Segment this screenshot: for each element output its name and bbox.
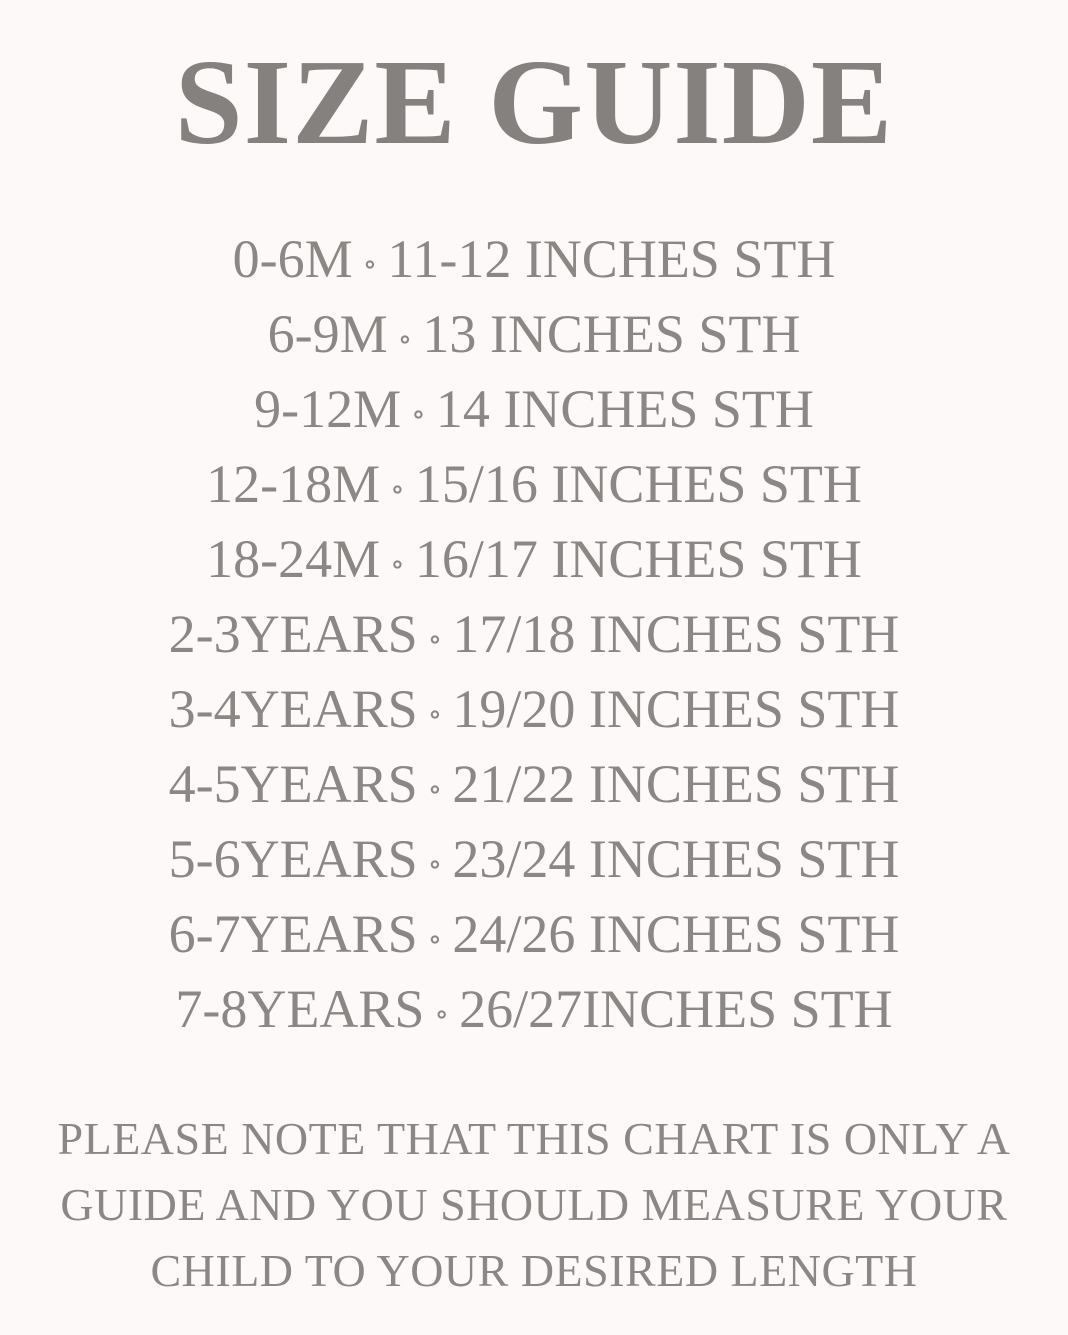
separator: ∘ bbox=[427, 698, 443, 732]
length: 19/20 INCHES STH bbox=[452, 679, 900, 739]
separator: ∘ bbox=[427, 623, 443, 657]
size-row: 4-5YEARS ∘ 21/22 INCHES STH bbox=[0, 747, 1068, 822]
separator: ∘ bbox=[397, 323, 413, 357]
size-list: 0-6M ∘ 11-12 INCHES STH 6-9M ∘ 13 INCHES STH… bbox=[0, 222, 1068, 1047]
size-row: 6-9M ∘ 13 INCHES STH bbox=[0, 297, 1068, 372]
length: 13 INCHES STH bbox=[422, 304, 801, 364]
note-line: CHILD TO YOUR DESIRED LENGTH bbox=[150, 1245, 918, 1296]
age: 4-5YEARS bbox=[168, 754, 418, 814]
age: 3-4YEARS bbox=[168, 679, 418, 739]
age: 6-7YEARS bbox=[168, 904, 418, 964]
age: 7-8YEARS bbox=[175, 979, 425, 1039]
separator: ∘ bbox=[427, 923, 443, 957]
size-row: 3-4YEARS ∘ 19/20 INCHES STH bbox=[0, 672, 1068, 747]
disclaimer-note: PLEASE NOTE THAT THIS CHART IS ONLY A GU… bbox=[0, 1106, 1068, 1304]
age: 12-18M bbox=[206, 454, 381, 514]
separator: ∘ bbox=[362, 248, 378, 282]
size-row: 5-6YEARS ∘ 23/24 INCHES STH bbox=[0, 822, 1068, 897]
size-row: 2-3YEARS ∘ 17/18 INCHES STH bbox=[0, 597, 1068, 672]
note-line: PLEASE NOTE THAT THIS CHART IS ONLY A bbox=[57, 1113, 1011, 1164]
age: 5-6YEARS bbox=[168, 829, 418, 889]
length: 14 INCHES STH bbox=[435, 379, 814, 439]
size-row: 0-6M ∘ 11-12 INCHES STH bbox=[0, 222, 1068, 297]
length: 16/17 INCHES STH bbox=[414, 529, 862, 589]
age: 2-3YEARS bbox=[168, 604, 418, 664]
age: 6-9M bbox=[267, 304, 388, 364]
separator: ∘ bbox=[390, 548, 405, 582]
age: 9-12M bbox=[254, 379, 402, 439]
age: 18-24M bbox=[206, 529, 381, 589]
size-row: 18-24M ∘ 16/17 INCHES STH bbox=[0, 522, 1068, 597]
age: 0-6M bbox=[232, 229, 353, 289]
length: 15/16 INCHES STH bbox=[414, 454, 862, 514]
length: 24/26 INCHES STH bbox=[452, 904, 900, 964]
size-row: 7-8YEARS ∘ 26/27INCHES STH bbox=[0, 972, 1068, 1047]
size-row: 12-18M ∘ 15/16 INCHES STH bbox=[0, 447, 1068, 522]
size-row: 6-7YEARS ∘ 24/26 INCHES STH bbox=[0, 897, 1068, 972]
length: 11-12 INCHES STH bbox=[387, 229, 836, 289]
separator: ∘ bbox=[427, 773, 443, 807]
size-row: 9-12M ∘ 14 INCHES STH bbox=[0, 372, 1068, 447]
note-line: GUIDE AND YOU SHOULD MEASURE YOUR bbox=[60, 1179, 1008, 1230]
separator: ∘ bbox=[390, 473, 405, 507]
separator: ∘ bbox=[411, 398, 426, 432]
length: 17/18 INCHES STH bbox=[452, 604, 900, 664]
separator: ∘ bbox=[427, 848, 443, 882]
separator: ∘ bbox=[434, 998, 450, 1032]
length: 21/22 INCHES STH bbox=[452, 754, 900, 814]
page-title: SIZE GUIDE bbox=[174, 35, 894, 170]
length: 23/24 INCHES STH bbox=[452, 829, 900, 889]
length: 26/27INCHES STH bbox=[459, 979, 893, 1039]
